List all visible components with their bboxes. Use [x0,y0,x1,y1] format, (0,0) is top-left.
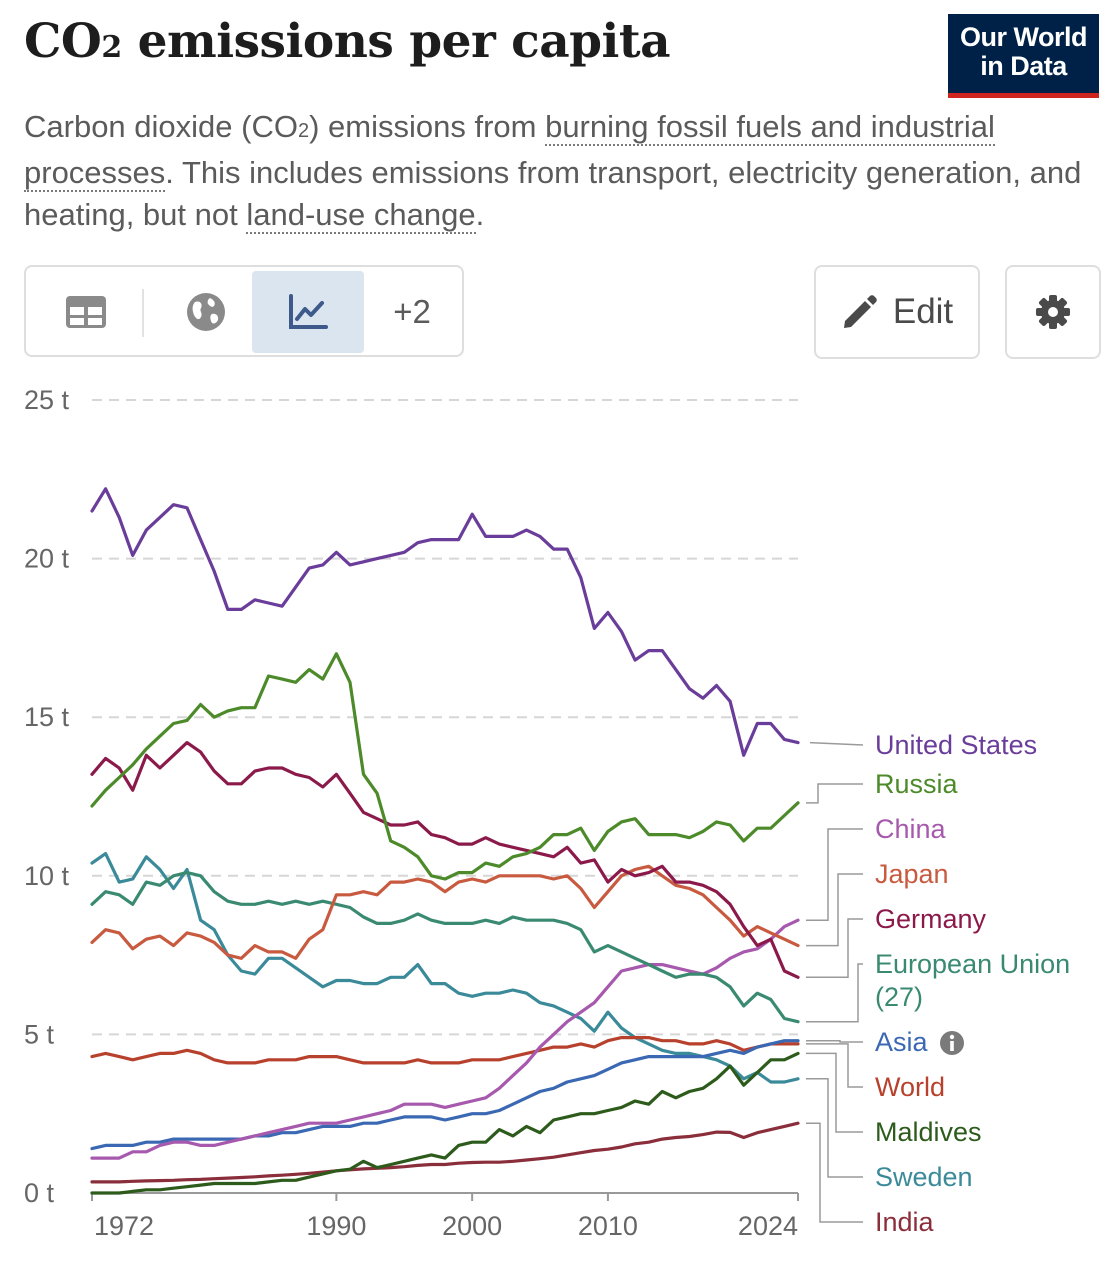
x-tick-label: 1972 [94,1211,154,1241]
owid-logo[interactable]: Our World in Data [948,14,1099,98]
legend-label[interactable]: Germany [875,904,987,934]
globe-icon [187,293,225,331]
series-line-india[interactable] [90,1121,800,1184]
legend-connector [809,741,864,746]
series-line-united-states[interactable] [90,487,800,757]
tab-more[interactable]: +2 [393,293,431,330]
settings-button[interactable] [1005,265,1101,359]
logo-line-2: in Data [980,51,1067,81]
line-chart-icon [289,294,328,329]
legend-label[interactable]: European Union [875,949,1070,979]
chart-subtitle: Carbon dioxide (CO2) emissions from burn… [24,109,1082,234]
y-tick-label: 25 t [24,385,70,415]
chart-title: CO2 emissions per capita [24,14,671,69]
series-line-world[interactable] [90,1035,800,1065]
legend-connector [806,1052,863,1133]
x-tick-label: 1990 [306,1211,366,1241]
legend-connector [806,828,863,921]
chart-series [90,487,800,1195]
edit-button[interactable]: Edit [814,265,980,359]
legend-label[interactable]: India [875,1207,935,1237]
table-icon [66,296,106,328]
series-line-russia[interactable] [90,652,800,881]
legend-label[interactable]: Asia [875,1027,929,1057]
legend-connectors [806,741,864,1223]
legend-connector [806,1078,863,1178]
y-tick-label: 15 t [24,702,70,732]
legend-label[interactable]: United States [875,730,1037,760]
view-tabs: +2 [24,265,464,357]
series-line-sweden[interactable] [90,851,800,1084]
legend-label[interactable]: China [875,814,947,844]
legend-connector [806,873,863,947]
legend: United States Russia China Japan Germany Euro… [875,730,1070,1237]
x-tick-label: 2010 [578,1211,638,1241]
legend-label[interactable]: Sweden [875,1162,973,1192]
y-tick-label: 0 t [24,1178,55,1208]
legend-connector [806,1043,863,1088]
legend-connector [806,783,863,804]
x-axis: 1972 1990 2000 2010 2024 [91,1192,799,1241]
y-tick-label: 5 t [24,1019,55,1049]
gear-icon [1036,295,1070,329]
info-icon[interactable] [940,1031,964,1055]
series-line-european-union-27[interactable] [90,870,800,1024]
y-tick-label: 20 t [24,544,70,574]
series-line-japan[interactable] [90,864,800,960]
series-line-china[interactable] [90,918,800,1160]
link-fossil-fuels[interactable]: burning fossil fuels and industrial proc… [24,109,995,192]
legend-connector [806,963,863,1023]
legend-connector [806,1039,863,1043]
x-tick-label: 2000 [442,1211,502,1241]
tab-map[interactable] [148,271,264,353]
y-axis-ticks: 0 t 5 t 10 t 15 t 20 t 25 t [24,385,70,1208]
link-land-use-change[interactable]: land-use change [246,197,476,234]
series-line-maldives[interactable] [90,1051,800,1195]
tab-table[interactable] [30,271,142,353]
grid-lines [92,399,798,1036]
legend-label[interactable]: World [875,1072,945,1102]
legend-label-line2: (27) [875,982,923,1012]
legend-label[interactable]: Russia [875,769,959,799]
edit-label: Edit [892,292,954,331]
tab-divider [142,289,144,337]
y-tick-label: 10 t [24,861,70,891]
legend-connector [806,1122,863,1223]
tab-chart[interactable] [252,271,364,353]
series-line-asia[interactable] [90,1039,800,1151]
logo-line-1: Our World [960,22,1088,52]
pencil-icon [843,295,877,328]
legend-label[interactable]: Maldives [875,1117,982,1147]
legend-label[interactable]: Japan [875,859,949,889]
series-line-germany[interactable] [90,740,800,979]
x-tick-label: 2024 [738,1211,798,1241]
legend-connector [806,918,863,979]
